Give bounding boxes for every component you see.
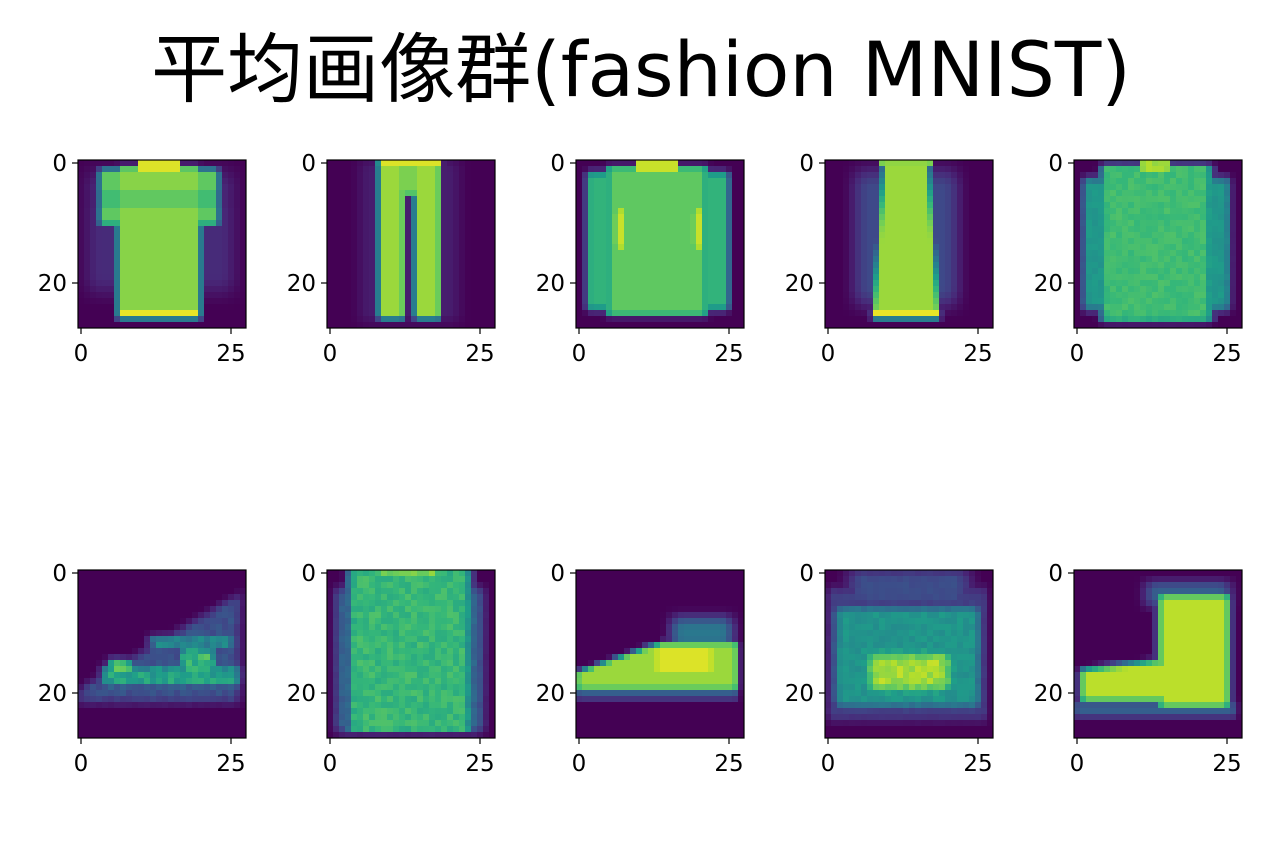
y-tick-label: 20 — [1034, 271, 1063, 297]
x-tick-label: 25 — [465, 341, 494, 367]
axes-frame — [1073, 159, 1243, 329]
y-tick-label: 0 — [52, 151, 67, 177]
y-tick-label: 0 — [1048, 561, 1063, 587]
x-tick-label: 0 — [572, 341, 587, 367]
axes-frame — [824, 159, 994, 329]
y-tick-label: 20 — [38, 271, 67, 297]
x-tick-label: 0 — [821, 751, 836, 777]
panel-sneaker: 0 20 0 25 — [536, 561, 745, 777]
axes-frame — [326, 569, 496, 739]
x-tick-label: 25 — [963, 341, 992, 367]
axes-frame — [326, 159, 496, 329]
panel-ankleboot: 0 20 0 25 — [1034, 561, 1243, 777]
x-tick-label: 0 — [1070, 751, 1085, 777]
heatmap-sandal — [78, 570, 247, 739]
y-tick-label: 20 — [287, 271, 316, 297]
y-tick-label: 0 — [1048, 151, 1063, 177]
y-tick-label: 0 — [799, 151, 814, 177]
axes-frame — [1073, 569, 1243, 739]
y-tick-label: 20 — [287, 681, 316, 707]
x-tick-label: 25 — [465, 751, 494, 777]
heatmap-trouser — [327, 160, 496, 329]
y-tick-label: 20 — [536, 681, 565, 707]
y-tick-label: 0 — [52, 561, 67, 587]
axes-frame — [77, 569, 247, 739]
x-tick-label: 0 — [821, 341, 836, 367]
y-tick-label: 20 — [785, 271, 814, 297]
heatmap-shirt — [327, 570, 496, 739]
x-tick-label: 25 — [1212, 341, 1241, 367]
chart-title: 平均画像群(fashion MNIST) — [151, 25, 1131, 114]
y-tick-label: 0 — [301, 561, 316, 587]
y-tick-label: 20 — [785, 681, 814, 707]
axes-frame — [575, 159, 745, 329]
panel-coat: 0 20 0 25 — [1034, 151, 1243, 367]
x-tick-label: 0 — [74, 341, 89, 367]
panel-sandal: 0 20 0 25 — [38, 561, 247, 777]
heatmap-dress — [825, 160, 994, 329]
panel-tshirt: 0 20 0 25 — [38, 151, 247, 367]
y-tick-label: 20 — [536, 271, 565, 297]
x-tick-label: 0 — [323, 341, 338, 367]
x-tick-label: 0 — [74, 751, 89, 777]
y-tick-label: 0 — [550, 561, 565, 587]
panel-bag: 0 20 0 25 — [785, 561, 994, 777]
x-tick-label: 0 — [1070, 341, 1085, 367]
x-tick-label: 25 — [963, 751, 992, 777]
axes-frame — [824, 569, 994, 739]
x-tick-label: 25 — [216, 751, 245, 777]
panel-pullover: 0 20 0 25 — [536, 151, 745, 367]
heatmap-ankleboot — [1074, 570, 1243, 739]
y-tick-label: 0 — [301, 151, 316, 177]
axes-frame — [77, 159, 247, 329]
x-tick-label: 0 — [323, 751, 338, 777]
heatmap-bag — [825, 570, 994, 739]
heatmap-coat — [1074, 160, 1243, 329]
x-tick-label: 25 — [216, 341, 245, 367]
y-tick-label: 20 — [1034, 681, 1063, 707]
heatmap-tshirt — [78, 160, 247, 329]
x-tick-label: 0 — [572, 751, 587, 777]
heatmap-sneaker — [576, 570, 745, 739]
axes-frame — [575, 569, 745, 739]
panel-shirt: 0 20 0 25 — [287, 561, 496, 777]
heatmap-pullover — [576, 160, 745, 329]
panel-dress: 0 20 0 25 — [785, 151, 994, 367]
x-tick-label: 25 — [714, 751, 743, 777]
y-tick-label: 0 — [550, 151, 565, 177]
x-tick-label: 25 — [1212, 751, 1241, 777]
y-tick-label: 0 — [799, 561, 814, 587]
y-tick-label: 20 — [38, 681, 67, 707]
panel-trouser: 0 20 0 25 — [287, 151, 496, 367]
x-tick-label: 25 — [714, 341, 743, 367]
